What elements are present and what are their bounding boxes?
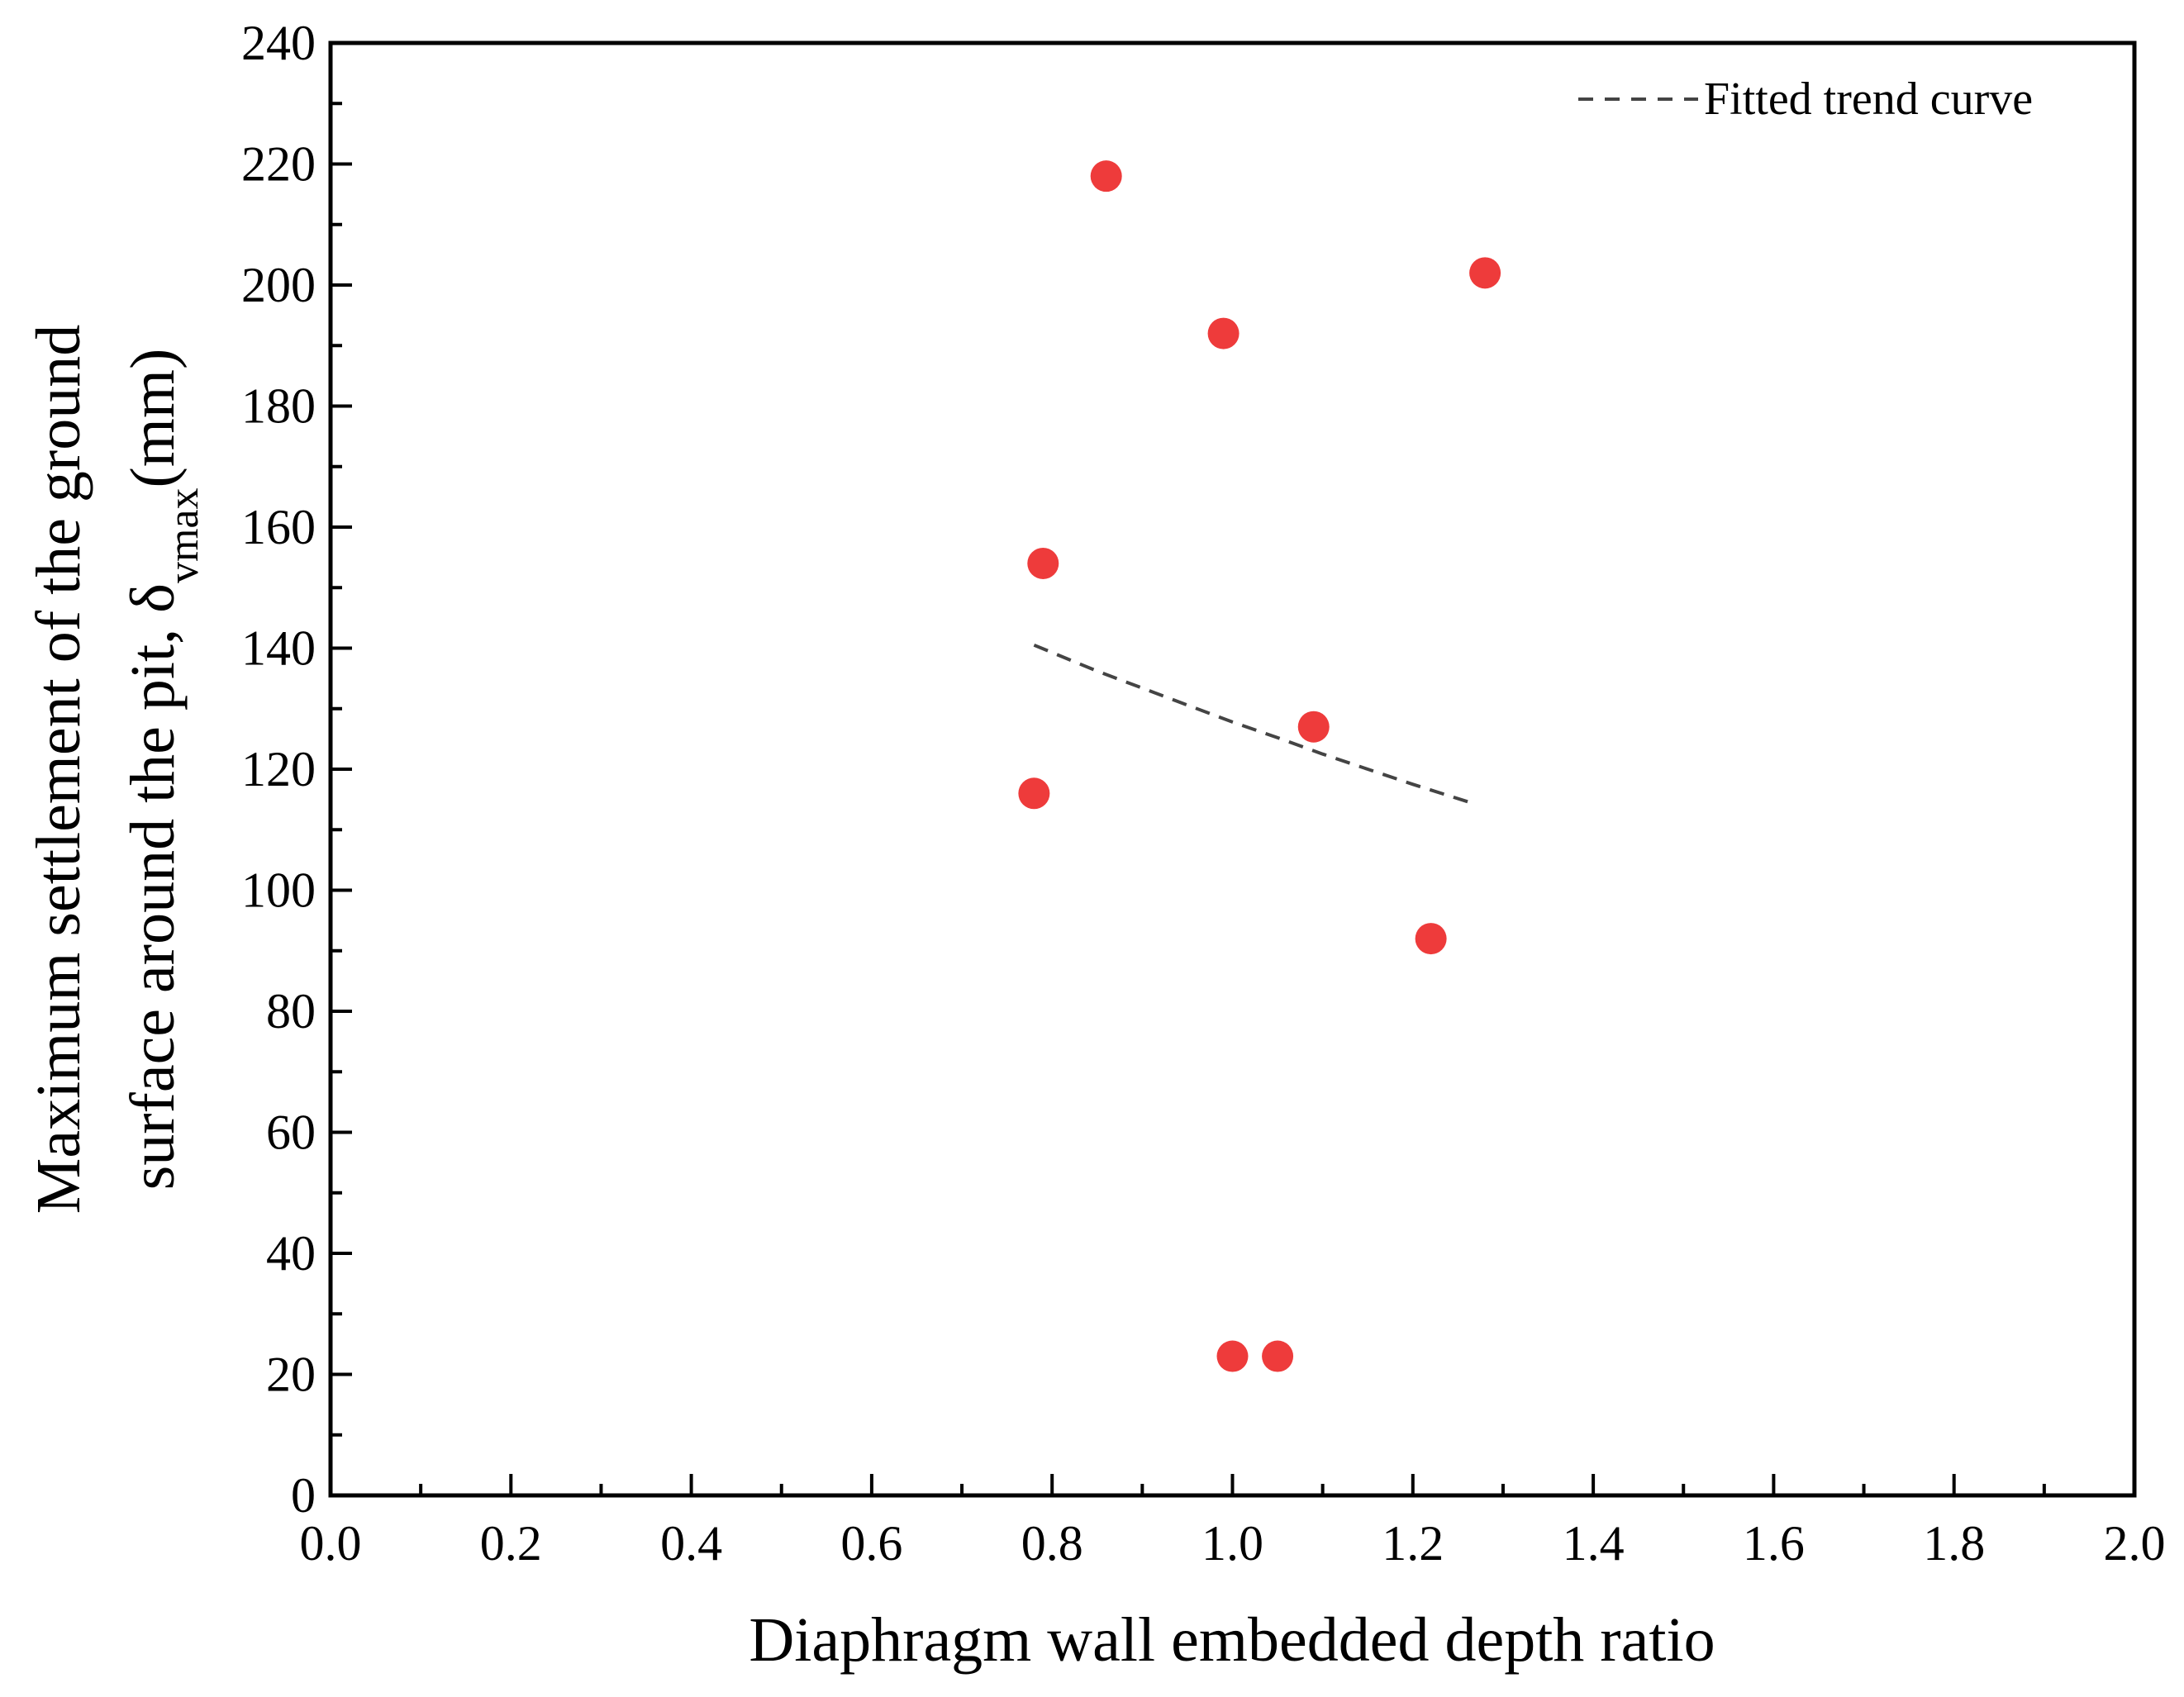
data-point <box>1090 160 1122 193</box>
y-axis-title-line1: Maximum settlement of the ground <box>24 325 93 1214</box>
x-tick-label: 0.8 <box>1021 1516 1083 1571</box>
data-point <box>1018 777 1050 810</box>
data-point <box>1469 257 1501 289</box>
x-tick-label: 1.4 <box>1563 1516 1625 1571</box>
y-tick-label: 180 <box>241 379 316 434</box>
x-tick-label: 0.0 <box>300 1516 362 1571</box>
y-tick-label: 240 <box>241 16 316 70</box>
plot-frame <box>328 40 2137 1498</box>
y-tick-label: 0 <box>291 1468 316 1523</box>
x-tick-label: 0.6 <box>840 1516 902 1571</box>
scatter-points-group <box>1018 160 1501 1372</box>
y-tick-label: 40 <box>266 1226 316 1281</box>
y-axis-ticks: 0 20 40 60 80 100 120 140 160 180 200 220 240 <box>241 16 352 1523</box>
data-point <box>1207 317 1240 349</box>
y-tick-label: 100 <box>241 863 316 918</box>
data-point <box>1216 1340 1249 1372</box>
x-tick-label: 1.2 <box>1382 1516 1444 1571</box>
y-tick-label: 160 <box>241 500 316 554</box>
y-axis-title-2: surface around the pit, δvmax(mm) <box>118 349 207 1191</box>
y-tick-label: 200 <box>241 258 316 312</box>
x-tick-label: 1.6 <box>1743 1516 1805 1571</box>
x-axis-title: Diaphragm wall embedded depth ratio <box>749 1605 1715 1675</box>
data-point <box>1297 711 1330 743</box>
y-axis-title: Maximum settlement of the ground <box>24 325 93 1214</box>
y-tick-label: 80 <box>266 984 316 1039</box>
data-point <box>1262 1340 1294 1372</box>
y-tick-label: 220 <box>241 137 316 192</box>
data-point <box>1415 923 1447 955</box>
x-tick-label: 0.2 <box>480 1516 542 1571</box>
y-tick-label: 140 <box>241 621 316 676</box>
y-tick-label: 60 <box>266 1105 316 1160</box>
y-axis-title-line2-sub: vmax <box>160 488 207 584</box>
x-tick-label: 2.0 <box>2104 1516 2166 1571</box>
x-tick-label: 1.0 <box>1201 1516 1263 1571</box>
fitted-trend-curve <box>1033 643 1477 806</box>
y-axis-title-line2: surface around the pit, δvmax(mm) <box>118 349 207 1191</box>
y-axis-title-line2-prefix: surface around the pit, δ <box>118 583 188 1190</box>
legend: Fitted trend curve <box>1578 74 2033 125</box>
y-tick-label: 120 <box>241 742 316 796</box>
legend-label: Fitted trend curve <box>1704 74 2033 125</box>
x-tick-label: 1.8 <box>1923 1516 1985 1571</box>
x-tick-label: 0.4 <box>660 1516 722 1571</box>
y-axis-title-line2-suffix: (mm) <box>118 349 188 488</box>
x-axis-ticks: 0.0 0.2 0.4 0.6 0.8 1.0 1.2 1.4 1.6 1.8 2.0 <box>300 1474 2166 1571</box>
trend-curve-group <box>1033 643 1477 806</box>
data-point <box>1027 547 1059 579</box>
y-tick-label: 20 <box>266 1348 316 1402</box>
